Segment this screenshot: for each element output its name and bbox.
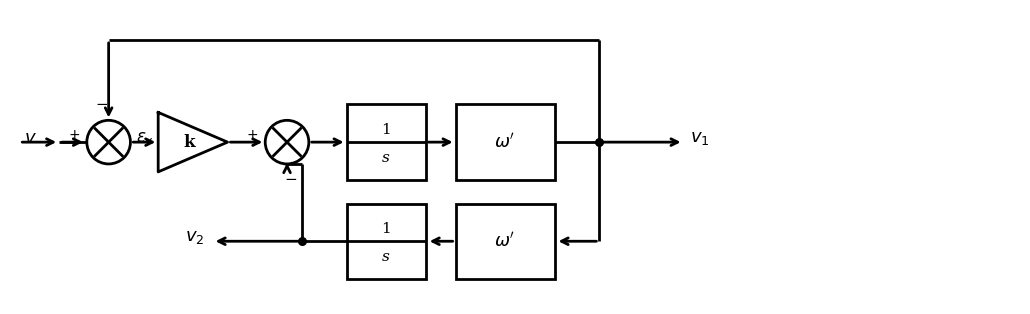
- Text: $v_1$: $v_1$: [690, 129, 710, 147]
- Text: $\omega'$: $\omega'$: [494, 133, 516, 152]
- Text: −: −: [284, 172, 298, 187]
- Text: k: k: [183, 134, 195, 151]
- Text: $\omega'$: $\omega'$: [494, 232, 516, 251]
- Text: +: +: [68, 128, 79, 142]
- Text: s: s: [382, 250, 390, 264]
- Text: $v_2$: $v_2$: [185, 228, 205, 246]
- Bar: [455, 105, 554, 180]
- Bar: [455, 203, 554, 279]
- Text: $\varepsilon_{v}$: $\varepsilon_{v}$: [136, 130, 154, 147]
- Bar: [346, 203, 425, 279]
- Bar: [346, 105, 425, 180]
- Text: +: +: [246, 128, 259, 142]
- Text: $v$: $v$: [25, 129, 37, 147]
- Text: s: s: [382, 151, 390, 165]
- Text: 1: 1: [381, 222, 391, 236]
- Text: 1: 1: [381, 123, 391, 137]
- Text: −: −: [96, 97, 108, 112]
